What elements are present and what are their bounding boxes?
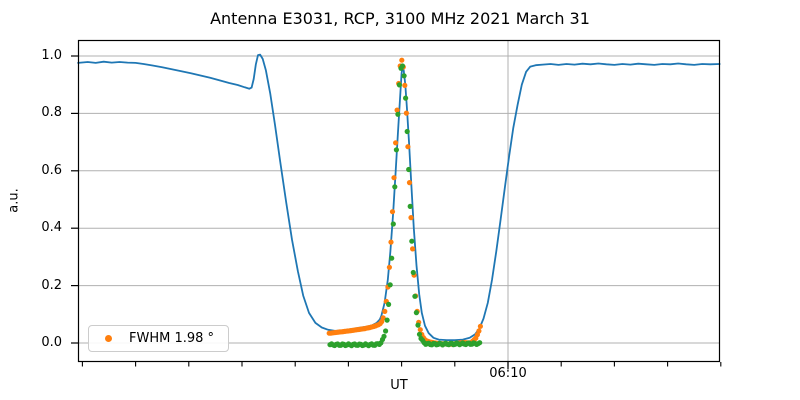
y-tick-label: 0.8 (41, 105, 62, 121)
baseline-subtracted-samples-dot (387, 282, 393, 288)
baseline-subtracted-samples-dot (381, 333, 387, 339)
baseline-subtracted-samples-dot (413, 310, 419, 316)
baseline-subtracted-samples-dot (395, 111, 401, 117)
scan-samples-in-fit-window-dot (388, 239, 394, 245)
y-tick-label: 0.6 (41, 162, 62, 178)
y-tick-label: 0.4 (41, 220, 62, 236)
scan-samples-in-fit-window-dot (406, 180, 413, 186)
scan-samples-in-fit-window-dot (391, 175, 397, 181)
scan-samples-in-fit-window-dot (399, 57, 405, 63)
axes-spines (77, 39, 721, 363)
measured-line (77, 53, 721, 341)
baseline-subtracted-samples-dot (406, 166, 412, 173)
baseline-subtracted-samples-dot (389, 255, 395, 261)
y-tick-label: 0.2 (41, 277, 62, 293)
scan-samples-in-fit-window-dot (410, 246, 416, 252)
baseline-subtracted-samples-dot (393, 147, 399, 153)
scan-samples-in-fit-window-dot (476, 328, 482, 334)
y-tick-label: 0.0 (41, 335, 62, 350)
scan-samples-in-fit-window-dot (417, 327, 423, 333)
baseline-subtracted-samples-dot (386, 301, 392, 307)
scan-samples-in-fit-window-dot (380, 315, 386, 321)
baseline-subtracted-samples-dot (384, 317, 390, 323)
scan-samples-in-fit-window-dot (402, 82, 408, 88)
baseline-subtracted-samples-dot (477, 340, 483, 346)
scan-samples-in-fit-window-dot (405, 144, 411, 150)
baseline-subtracted-samples-dot (412, 293, 418, 299)
chart-title: Antenna E3031, RCP, 3100 MHz 2021 March … (210, 9, 590, 28)
baseline-subtracted-samples-dot (404, 128, 410, 135)
scan-samples-in-fit-window-dot (389, 209, 396, 215)
baseline-subtracted-samples-dot (416, 331, 423, 337)
scan-samples-in-fit-window-dot (477, 323, 483, 329)
baseline-subtracted-samples-dot (390, 221, 396, 227)
baseline-subtracted-samples-dot (403, 95, 409, 101)
scan-samples-in-fit-window-dot (408, 215, 414, 221)
scan-samples-in-fit-window-dot (403, 110, 409, 116)
legend: FWHM 1.98 ° (88, 325, 229, 352)
x-axis-label: UT (390, 378, 408, 393)
scan-samples-in-fit-window-dot (382, 308, 388, 314)
baseline-subtracted-samples-dot (396, 82, 402, 88)
x-tick-label-0610: 06:10 (489, 366, 527, 381)
legend-label: FWHM 1.98 ° (129, 331, 215, 346)
y-axis-label: a.u. (6, 188, 22, 213)
baseline-subtracted-samples-dot (410, 269, 416, 276)
scan-samples-in-fit-window-dot (386, 264, 392, 270)
baseline-subtracted-samples-dot (409, 238, 415, 244)
baseline-subtracted-samples-dot (407, 203, 413, 209)
baseline-subtracted-samples-dot (392, 184, 398, 190)
legend-marker-dot (105, 335, 112, 342)
baseline-subtracted-samples-dot (401, 73, 407, 79)
y-tick-label: 1.0 (41, 48, 62, 63)
scan-samples-in-fit-window-dot (394, 107, 400, 113)
scan-samples-in-fit-window-dot (393, 140, 399, 146)
baseline-subtracted-samples-dot (415, 322, 421, 328)
baseline-subtracted-samples-dot (399, 63, 406, 69)
baseline-subtracted-samples-dot (383, 328, 389, 334)
